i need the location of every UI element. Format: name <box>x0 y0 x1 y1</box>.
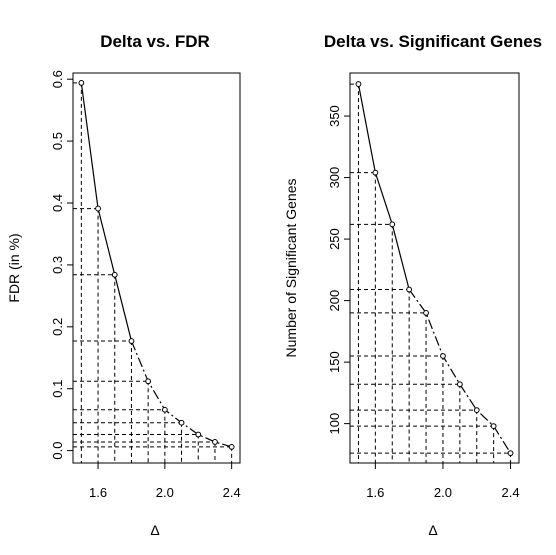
y-tick-label: 250 <box>327 228 342 250</box>
data-point <box>406 286 413 293</box>
data-point <box>95 205 101 212</box>
y-tick-label: 300 <box>327 167 342 189</box>
y-tick-label: 0.4 <box>50 194 65 212</box>
data-point <box>440 353 446 359</box>
y-tick-label: 0.1 <box>50 380 65 398</box>
plot-frame <box>349 72 520 464</box>
x-tick-label: 1.6 <box>89 485 107 500</box>
data-point <box>128 338 135 344</box>
y-tick-label: 0.0 <box>50 442 65 460</box>
data-point <box>178 419 185 426</box>
y-tick-label: 350 <box>327 105 342 127</box>
y-tick-label: 0.2 <box>50 318 65 336</box>
x-tick-label: 2.4 <box>223 485 241 500</box>
fdr-panel: Delta vs. FDR FDR (in %) Δ 0.0 0.1 0.2 0.3 0… <box>6 32 241 538</box>
series-line <box>357 83 410 290</box>
y-tick-label: 200 <box>327 290 342 312</box>
y-axis-label: FDR (in %) <box>6 233 22 302</box>
data-point <box>228 444 235 450</box>
data-point <box>212 439 218 445</box>
x-axis-label: Δ <box>428 522 437 538</box>
data-point <box>111 271 118 278</box>
x-tick-label: 2.0 <box>434 485 452 500</box>
y-tick-label: 0.5 <box>50 132 65 150</box>
y-tick-label: 150 <box>327 351 342 373</box>
x-tick-label: 2.0 <box>156 485 174 500</box>
chart-title: Delta vs. Significant Genes <box>324 32 542 51</box>
data-point <box>423 310 429 316</box>
series-line <box>80 82 133 342</box>
data-point <box>78 80 85 86</box>
y-axis-label: Number of Significant Genes <box>283 179 299 358</box>
plot-frame <box>72 72 241 464</box>
data-point <box>456 381 463 388</box>
data-point <box>507 450 514 457</box>
data-point <box>389 221 396 228</box>
y-tick-label: 0.6 <box>50 70 65 88</box>
data-point <box>473 407 480 413</box>
y-tick-label: 100 <box>327 413 342 435</box>
y-tick-label: 0.3 <box>50 256 65 274</box>
x-tick-label: 2.4 <box>502 485 520 500</box>
data-point <box>372 169 379 176</box>
data-point <box>195 431 202 438</box>
x-axis-label: Δ <box>150 522 159 538</box>
data-point <box>145 378 152 385</box>
data-point <box>161 406 168 413</box>
data-point <box>490 423 497 429</box>
chart-title: Delta vs. FDR <box>100 32 210 51</box>
data-point <box>355 81 362 87</box>
significant-genes-panel: Delta vs. Significant Genes Number of Si… <box>283 32 542 538</box>
x-tick-label: 1.6 <box>366 485 384 500</box>
